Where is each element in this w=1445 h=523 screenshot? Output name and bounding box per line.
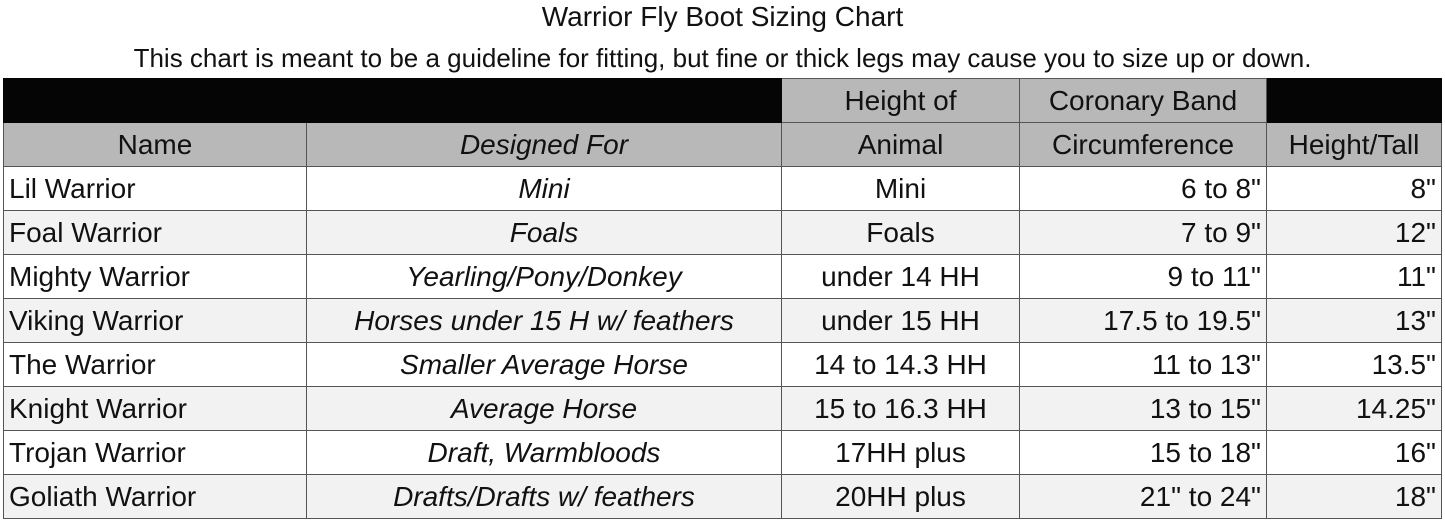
cell-designed-for: Smaller Average Horse — [306, 342, 782, 387]
cell-height-of-animal: 15 to 16.3 HH — [781, 386, 1020, 431]
cell-name: Knight Warrior — [3, 386, 307, 431]
cell-name: Viking Warrior — [3, 298, 307, 343]
table-row: The Warrior Smaller Average Horse 14 to 14… — [3, 342, 1442, 387]
header-tall: Height/Tall — [1266, 122, 1442, 167]
cell-height-tall: 14.25" — [1266, 386, 1442, 431]
header-height-line2: Animal — [781, 122, 1020, 167]
header-row-top: Height of Coronary Band — [3, 78, 1442, 123]
header-black-bar-right — [1266, 78, 1442, 123]
cell-height-of-animal: Mini — [781, 166, 1020, 211]
cell-designed-for: Drafts/Drafts w/ feathers — [306, 474, 782, 519]
cell-designed-for: Average Horse — [306, 386, 782, 431]
cell-height-of-animal: 14 to 14.3 HH — [781, 342, 1020, 387]
chart-title: Warrior Fly Boot Sizing Chart — [541, 1, 904, 32]
cell-height-of-animal: under 14 HH — [781, 254, 1020, 299]
table-row: Viking Warrior Horses under 15 H w/ feath… — [3, 298, 1442, 343]
table-row: Lil Warrior Mini Mini 6 to 8" 8" — [3, 166, 1442, 211]
table-row: Goliath Warrior Drafts/Drafts w/ feathers… — [3, 474, 1442, 519]
cell-name: Foal Warrior — [3, 210, 307, 255]
header-black-bar — [3, 78, 782, 123]
cell-coronary-band: 15 to 18" — [1019, 430, 1267, 475]
cell-coronary-band: 7 to 9" — [1019, 210, 1267, 255]
cell-height-tall: 8" — [1266, 166, 1442, 211]
cell-height-of-animal: 20HH plus — [781, 474, 1020, 519]
cell-height-of-animal: Foals — [781, 210, 1020, 255]
table-row: Foal Warrior Foals Foals 7 to 9" 12" — [3, 210, 1442, 255]
cell-height-tall: 16" — [1266, 430, 1442, 475]
header-designed-for: Designed For — [306, 122, 782, 167]
header-height-line1: Height of — [781, 78, 1020, 123]
header-coronary-line2: Circumference — [1019, 122, 1267, 167]
table-row: Mighty Warrior Yearling/Pony/Donkey under … — [3, 254, 1442, 299]
cell-designed-for: Horses under 15 H w/ feathers — [306, 298, 782, 343]
cell-height-tall: 13.5" — [1266, 342, 1442, 387]
cell-height-tall: 13" — [1266, 298, 1442, 343]
cell-name: Lil Warrior — [3, 166, 307, 211]
cell-height-tall: 18" — [1266, 474, 1442, 519]
sizing-table: Height of Coronary Band Name Designed Fo… — [3, 78, 1442, 519]
cell-height-of-animal: under 15 HH — [781, 298, 1020, 343]
table-row: Trojan Warrior Draft, Warmbloods 17HH plus… — [3, 430, 1442, 475]
cell-height-tall: 11" — [1266, 254, 1442, 299]
cell-designed-for: Mini — [306, 166, 782, 211]
cell-height-of-animal: 17HH plus — [781, 430, 1020, 475]
cell-name: Trojan Warrior — [3, 430, 307, 475]
cell-designed-for: Yearling/Pony/Donkey — [306, 254, 782, 299]
cell-designed-for: Draft, Warmbloods — [306, 430, 782, 475]
table-row: Knight Warrior Average Horse 15 to 16.3 HH… — [3, 386, 1442, 431]
cell-coronary-band: 21" to 24" — [1019, 474, 1267, 519]
cell-name: The Warrior — [3, 342, 307, 387]
cell-designed-for: Foals — [306, 210, 782, 255]
chart-subtitle: This chart is meant to be a guideline fo… — [133, 43, 1312, 73]
cell-name: Goliath Warrior — [3, 474, 307, 519]
header-row: Name Designed For Animal Circumference H… — [3, 122, 1442, 167]
cell-coronary-band: 17.5 to 19.5" — [1019, 298, 1267, 343]
cell-coronary-band: 13 to 15" — [1019, 386, 1267, 431]
header-coronary-line1: Coronary Band — [1019, 78, 1267, 123]
header-name: Name — [3, 122, 307, 167]
cell-coronary-band: 11 to 13" — [1019, 342, 1267, 387]
cell-coronary-band: 9 to 11" — [1019, 254, 1267, 299]
cell-height-tall: 12" — [1266, 210, 1442, 255]
cell-coronary-band: 6 to 8" — [1019, 166, 1267, 211]
cell-name: Mighty Warrior — [3, 254, 307, 299]
